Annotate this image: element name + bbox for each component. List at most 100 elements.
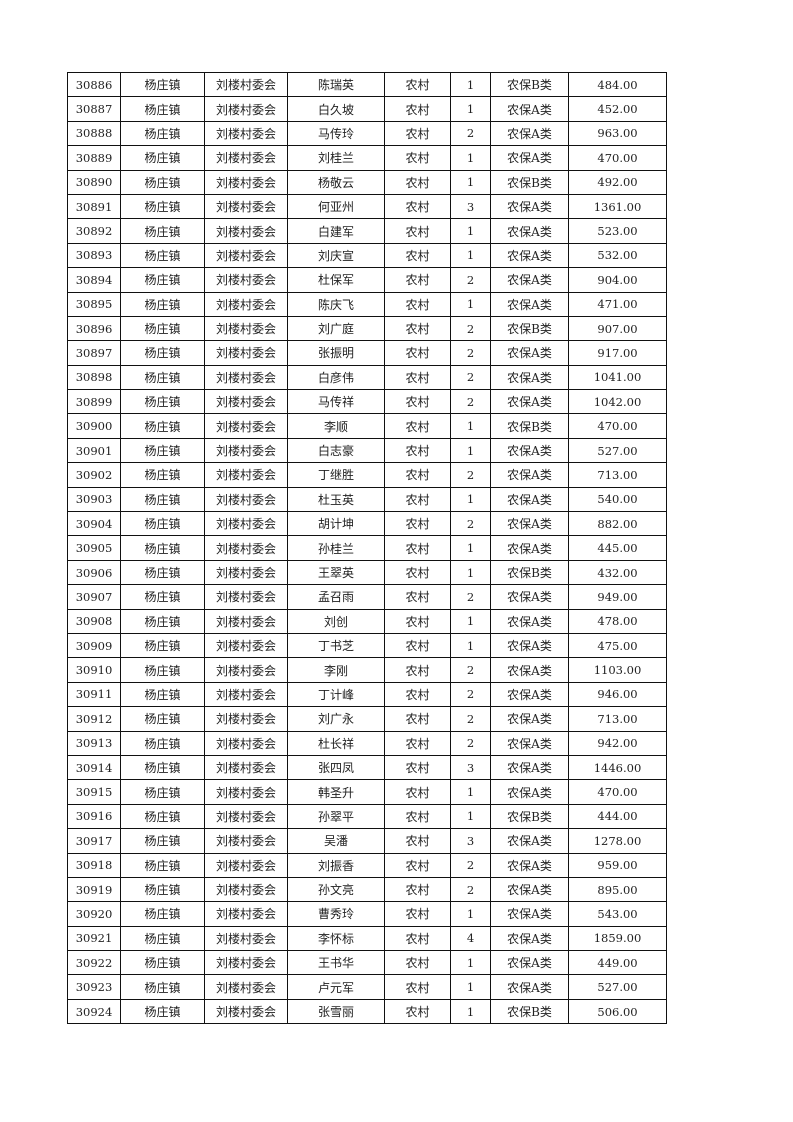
town-cell: 杨庄镇 <box>120 242 205 269</box>
town-cell: 杨庄镇 <box>120 218 205 244</box>
member-count-cell: 1 <box>450 145 491 171</box>
insurance-category-cell: 农保B类 <box>490 315 569 342</box>
record-id-cell: 30895 <box>67 291 121 317</box>
village-committee-cell: 刘楼村委会 <box>204 901 288 927</box>
amount-cell: 475.00 <box>568 632 667 659</box>
record-id-cell: 30889 <box>67 145 121 171</box>
village-committee-cell: 刘楼村委会 <box>204 413 288 439</box>
amount-cell: 1446.00 <box>568 754 667 781</box>
member-count-cell: 1 <box>450 974 491 1000</box>
insurance-category-cell: 农保A类 <box>490 96 569 122</box>
record-id-cell: 30909 <box>67 632 121 659</box>
amount-cell: 470.00 <box>568 779 667 805</box>
amount-cell: 470.00 <box>568 413 667 439</box>
table-row: 30911 杨庄镇 刘楼村委会 丁计峰 农村 2 农保A类 946.00 <box>67 681 667 708</box>
village-committee-cell: 刘楼村委会 <box>204 681 288 708</box>
insurance-category-cell: 农保A类 <box>490 828 569 854</box>
name-cell: 丁书芝 <box>287 632 385 659</box>
table-row: 30905 杨庄镇 刘楼村委会 孙桂兰 农村 1 农保A类 445.00 <box>67 535 667 561</box>
insurance-category-cell: 农保A类 <box>490 608 569 634</box>
record-id-cell: 30912 <box>67 706 121 732</box>
town-cell: 杨庄镇 <box>120 486 205 513</box>
amount-cell: 492.00 <box>568 169 667 195</box>
member-count-cell: 2 <box>450 511 491 537</box>
household-type-cell: 农村 <box>384 974 451 1000</box>
household-type-cell: 农村 <box>384 437 451 464</box>
record-id-cell: 30911 <box>67 681 121 708</box>
record-id-cell: 30915 <box>67 779 121 805</box>
household-type-cell: 农村 <box>384 267 451 293</box>
member-count-cell: 1 <box>450 559 491 586</box>
household-type-cell: 农村 <box>384 779 451 805</box>
household-type-cell: 农村 <box>384 828 451 854</box>
household-type-cell: 农村 <box>384 901 451 927</box>
amount-cell: 917.00 <box>568 340 667 366</box>
amount-cell: 543.00 <box>568 901 667 927</box>
amount-cell: 452.00 <box>568 96 667 122</box>
insurance-category-cell: 农保B类 <box>490 998 569 1025</box>
record-id-cell: 30890 <box>67 169 121 195</box>
member-count-cell: 1 <box>450 71 491 98</box>
record-id-cell: 30916 <box>67 803 121 830</box>
name-cell: 丁继胜 <box>287 462 385 488</box>
name-cell: 陈瑞英 <box>287 71 385 98</box>
name-cell: 卢元军 <box>287 974 385 1000</box>
town-cell: 杨庄镇 <box>120 730 205 756</box>
insurance-category-cell: 农保A类 <box>490 974 569 1000</box>
records-table: 30886 杨庄镇 刘楼村委会 陈瑞英 农村 1 农保B类 484.00 30887 杨庄镇 刘楼村… <box>67 71 667 1025</box>
village-committee-cell: 刘楼村委会 <box>204 706 288 732</box>
member-count-cell: 1 <box>450 437 491 464</box>
town-cell: 杨庄镇 <box>120 437 205 464</box>
name-cell: 孙桂兰 <box>287 535 385 561</box>
record-id-cell: 30918 <box>67 852 121 878</box>
member-count-cell: 1 <box>450 803 491 830</box>
household-type-cell: 农村 <box>384 706 451 732</box>
town-cell: 杨庄镇 <box>120 71 205 98</box>
village-committee-cell: 刘楼村委会 <box>204 145 288 171</box>
amount-cell: 713.00 <box>568 462 667 488</box>
member-count-cell: 1 <box>450 779 491 805</box>
village-committee-cell: 刘楼村委会 <box>204 608 288 634</box>
town-cell: 杨庄镇 <box>120 998 205 1025</box>
amount-cell: 540.00 <box>568 486 667 513</box>
household-type-cell: 农村 <box>384 364 451 391</box>
insurance-category-cell: 农保A类 <box>490 242 569 269</box>
village-committee-cell: 刘楼村委会 <box>204 340 288 366</box>
insurance-category-cell: 农保A类 <box>490 632 569 659</box>
record-id-cell: 30924 <box>67 998 121 1025</box>
insurance-category-cell: 农保A类 <box>490 218 569 244</box>
name-cell: 马传祥 <box>287 389 385 415</box>
village-committee-cell: 刘楼村委会 <box>204 291 288 317</box>
insurance-category-cell: 农保A类 <box>490 145 569 171</box>
household-type-cell: 农村 <box>384 681 451 708</box>
household-type-cell: 农村 <box>384 559 451 586</box>
amount-cell: 1361.00 <box>568 193 667 220</box>
table-row: 30916 杨庄镇 刘楼村委会 孙翠平 农村 1 农保B类 444.00 <box>67 803 667 830</box>
insurance-category-cell: 农保A类 <box>490 657 569 683</box>
record-id-cell: 30892 <box>67 218 121 244</box>
town-cell: 杨庄镇 <box>120 657 205 683</box>
amount-cell: 444.00 <box>568 803 667 830</box>
record-id-cell: 30904 <box>67 511 121 537</box>
name-cell: 刘广庭 <box>287 315 385 342</box>
household-type-cell: 农村 <box>384 291 451 317</box>
town-cell: 杨庄镇 <box>120 803 205 830</box>
record-id-cell: 30900 <box>67 413 121 439</box>
household-type-cell: 农村 <box>384 193 451 220</box>
member-count-cell: 2 <box>450 389 491 415</box>
household-type-cell: 农村 <box>384 389 451 415</box>
village-committee-cell: 刘楼村委会 <box>204 730 288 756</box>
town-cell: 杨庄镇 <box>120 584 205 610</box>
member-count-cell: 1 <box>450 486 491 513</box>
record-id-cell: 30907 <box>67 584 121 610</box>
name-cell: 胡计坤 <box>287 511 385 537</box>
town-cell: 杨庄镇 <box>120 559 205 586</box>
town-cell: 杨庄镇 <box>120 681 205 708</box>
village-committee-cell: 刘楼村委会 <box>204 120 288 147</box>
member-count-cell: 2 <box>450 584 491 610</box>
table-row: 30904 杨庄镇 刘楼村委会 胡计坤 农村 2 农保A类 882.00 <box>67 511 667 537</box>
member-count-cell: 2 <box>450 706 491 732</box>
record-id-cell: 30901 <box>67 437 121 464</box>
village-committee-cell: 刘楼村委会 <box>204 657 288 683</box>
village-committee-cell: 刘楼村委会 <box>204 852 288 878</box>
